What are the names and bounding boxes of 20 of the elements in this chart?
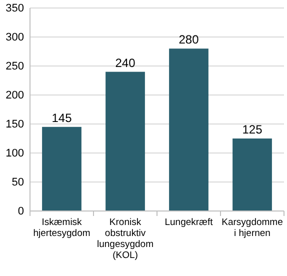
data-label: 240 xyxy=(115,56,136,70)
x-tick-label: Lungekræft xyxy=(164,217,214,228)
y-tick-label: 300 xyxy=(6,32,24,44)
data-label: 280 xyxy=(178,32,200,47)
x-tick-label: Karsygdomme i hjernen xyxy=(222,217,283,239)
y-tick-label: 150 xyxy=(6,118,24,131)
y-tick-label: 200 xyxy=(6,90,24,102)
y-tick-label: 250 xyxy=(6,60,24,73)
bar xyxy=(169,48,208,211)
y-tick-label: 0 xyxy=(18,206,24,218)
data-label: 125 xyxy=(242,122,263,136)
x-tick-label: Kronisk obstruktiv lungesygdom (KOL) xyxy=(96,217,154,261)
bar xyxy=(106,72,145,211)
bar xyxy=(42,126,82,211)
y-tick-label: 100 xyxy=(6,148,24,160)
bar xyxy=(232,138,272,211)
data-label: 145 xyxy=(52,110,72,125)
x-tick-label: Iskæmisk hjertesygdom xyxy=(33,217,90,239)
y-tick-label: 50 xyxy=(12,176,24,189)
y-tick-label: 350 xyxy=(6,2,24,15)
